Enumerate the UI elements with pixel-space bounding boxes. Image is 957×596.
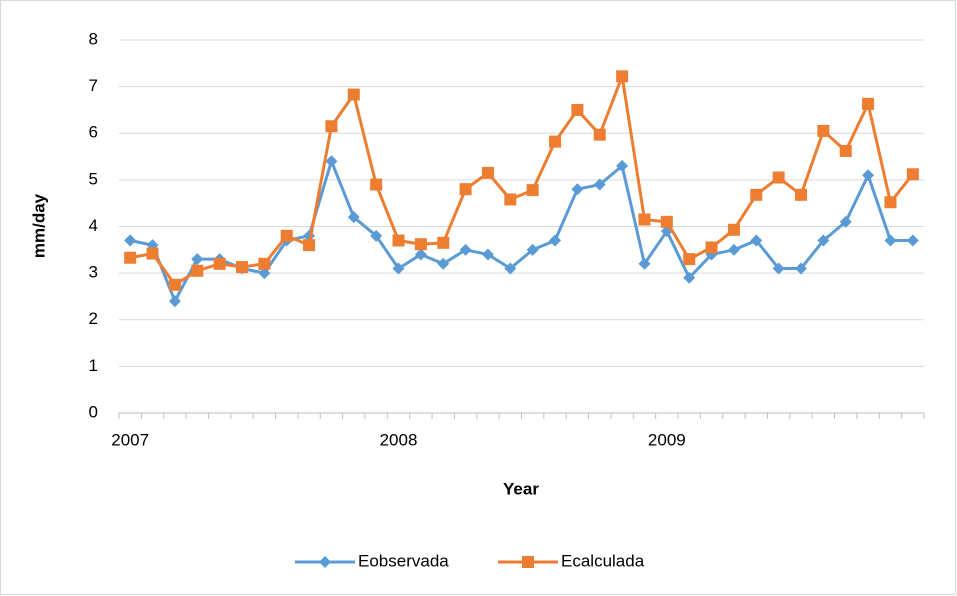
- data-point: [727, 223, 740, 236]
- data-point: [683, 271, 696, 284]
- legend-marker: [522, 556, 534, 568]
- data-point: [481, 248, 494, 261]
- legend-label: Ecalculada: [561, 551, 645, 570]
- data-point: [795, 188, 808, 201]
- y-tick-label: 7: [89, 76, 98, 95]
- data-point: [280, 229, 293, 242]
- data-point: [772, 262, 785, 275]
- data-point: [616, 70, 629, 83]
- data-point: [235, 261, 248, 274]
- data-point: [526, 243, 539, 256]
- data-point: [325, 155, 338, 168]
- data-point: [616, 159, 629, 172]
- data-point: [571, 103, 584, 116]
- data-point: [772, 171, 785, 184]
- data-point: [347, 88, 360, 101]
- data-point: [660, 215, 673, 228]
- x-tick-label: 2007: [111, 430, 149, 449]
- y-tick-label: 2: [89, 309, 98, 328]
- data-point: [750, 188, 763, 201]
- data-point: [146, 247, 159, 260]
- data-point: [258, 267, 271, 280]
- data-point: [414, 248, 427, 261]
- data-point: [593, 128, 606, 141]
- y-tick-label: 0: [89, 402, 98, 421]
- x-tick-label: 2008: [380, 430, 418, 449]
- data-point: [392, 262, 405, 275]
- data-point: [817, 124, 830, 137]
- data-point: [571, 183, 584, 196]
- y-tick-label: 8: [89, 29, 98, 48]
- data-point: [124, 251, 137, 264]
- y-tick-label: 6: [89, 123, 98, 142]
- data-point: [862, 169, 875, 182]
- data-point: [124, 234, 137, 247]
- data-point: [526, 184, 539, 197]
- data-point: [839, 215, 852, 228]
- legend-marker: [319, 556, 331, 568]
- legend-label: Eobservada: [358, 551, 449, 570]
- data-point: [347, 211, 360, 224]
- y-tick-label: 5: [89, 169, 98, 188]
- data-point: [593, 178, 606, 191]
- data-point: [392, 234, 405, 247]
- data-point: [795, 262, 808, 275]
- data-point: [727, 243, 740, 256]
- data-point: [683, 253, 696, 266]
- x-axis-title: Year: [503, 479, 539, 498]
- data-point: [906, 168, 919, 181]
- data-point: [325, 120, 338, 133]
- data-point: [549, 135, 562, 148]
- y-axis-title: mm/day: [29, 193, 48, 258]
- y-tick-label: 3: [89, 263, 98, 282]
- data-point: [370, 178, 383, 191]
- data-point: [370, 229, 383, 242]
- data-point: [168, 278, 181, 291]
- data-point: [638, 257, 651, 270]
- data-point: [437, 236, 450, 249]
- data-point: [191, 253, 204, 266]
- data-point: [213, 257, 226, 270]
- data-point: [862, 97, 875, 110]
- data-point: [839, 144, 852, 157]
- data-point: [191, 264, 204, 277]
- y-tick-label: 1: [89, 356, 98, 375]
- data-point: [504, 262, 517, 275]
- data-point: [638, 213, 651, 226]
- data-point: [459, 243, 472, 256]
- data-point: [414, 238, 427, 251]
- data-point: [906, 234, 919, 247]
- data-point: [481, 166, 494, 179]
- data-point: [459, 183, 472, 196]
- x-tick-label: 2009: [648, 430, 686, 449]
- data-point: [258, 257, 271, 270]
- data-point: [884, 196, 897, 209]
- data-point: [437, 257, 450, 270]
- data-point: [705, 241, 718, 254]
- data-point: [817, 234, 830, 247]
- data-point: [303, 239, 316, 252]
- y-tick-label: 4: [89, 216, 98, 235]
- data-point: [168, 295, 181, 308]
- data-point: [504, 193, 517, 206]
- data-point: [549, 234, 562, 247]
- data-point: [884, 234, 897, 247]
- data-point: [750, 234, 763, 247]
